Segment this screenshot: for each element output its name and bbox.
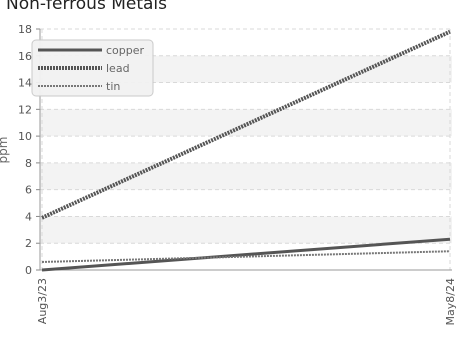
plot-band [40, 162, 452, 190]
y-tick-label: 10 [18, 130, 32, 143]
y-tick-label: 0 [25, 264, 32, 277]
y-tick-label: 12 [18, 103, 32, 116]
y-tick-label: 14 [18, 77, 32, 90]
x-tick-label: May8/24 [444, 278, 457, 325]
y-tick-label: 2 [25, 237, 32, 250]
chart-title: Non-ferrous Metals [6, 0, 168, 14]
series-line-tin [41, 250, 451, 263]
x-tick-labels: Aug3/23 May8/24 [36, 278, 457, 325]
legend-label-lead: lead [106, 62, 130, 75]
legend: copper lead tin [31, 39, 154, 97]
legend-label-copper: copper [106, 44, 145, 57]
x-tick-label: Aug3/23 [36, 278, 49, 324]
y-tick-label: 18 [18, 23, 32, 36]
legend-label-tin: tin [106, 80, 120, 93]
series-line-lead [41, 29, 451, 220]
y-tick-label: 4 [25, 210, 32, 223]
y-axis-label: ppm [0, 137, 10, 164]
y-tick-labels: 0 2 4 6 8 10 12 14 16 18 [18, 23, 32, 277]
series-line-copper [41, 237, 451, 272]
series-lines [41, 29, 451, 272]
y-tick-label: 8 [25, 157, 32, 170]
y-tick-label: 6 [25, 184, 32, 197]
plot-band [40, 216, 452, 244]
y-tick-label: 16 [18, 50, 32, 63]
